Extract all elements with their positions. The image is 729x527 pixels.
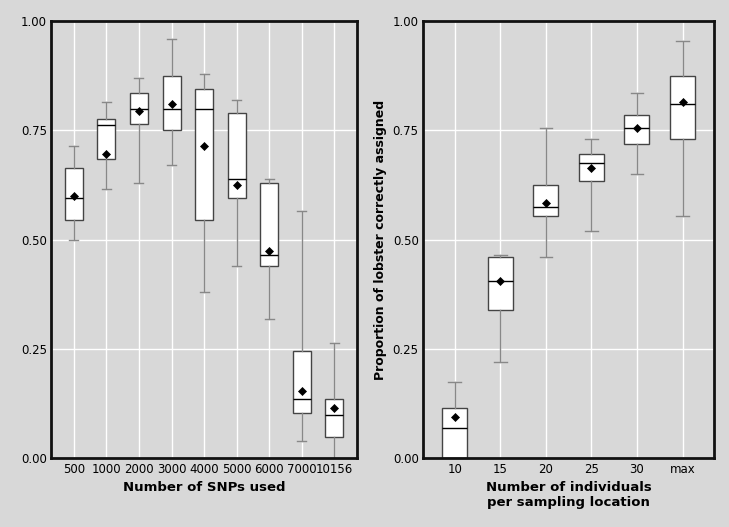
PathPatch shape [260,183,278,266]
X-axis label: Number of SNPs used: Number of SNPs used [123,481,285,494]
PathPatch shape [195,89,213,220]
PathPatch shape [130,93,148,124]
PathPatch shape [325,399,343,436]
Y-axis label: Proportion of lobster correctly assigned: Proportion of lobster correctly assigned [374,100,387,380]
PathPatch shape [443,408,467,458]
PathPatch shape [534,185,558,216]
PathPatch shape [293,352,311,413]
PathPatch shape [163,76,181,130]
PathPatch shape [98,120,115,159]
PathPatch shape [488,257,512,310]
X-axis label: Number of individuals
per sampling location: Number of individuals per sampling locat… [486,481,652,509]
PathPatch shape [65,168,83,220]
PathPatch shape [670,76,695,139]
PathPatch shape [227,113,246,198]
PathPatch shape [579,154,604,181]
PathPatch shape [625,115,650,143]
